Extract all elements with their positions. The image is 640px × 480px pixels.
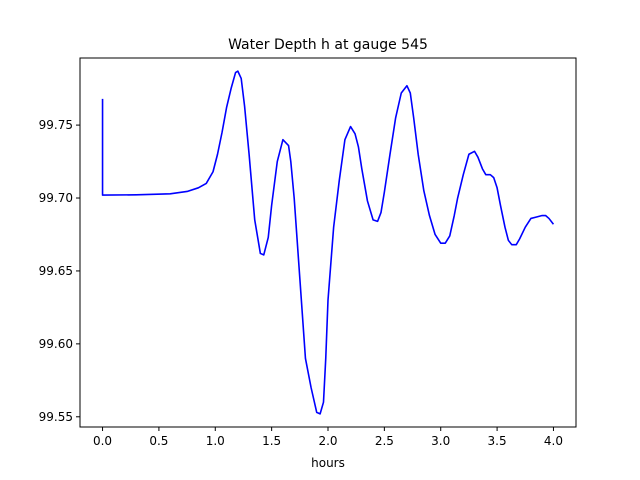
y-tick-label: 99.70 [39,191,73,205]
y-tick-label: 99.75 [39,118,73,132]
x-tick-label: 0.0 [93,434,112,448]
x-tick-label: 0.5 [149,434,168,448]
y-tick-label: 99.55 [39,410,73,424]
plot-area [101,70,555,415]
x-tick-label: 2.5 [375,434,394,448]
plot-frame [79,57,577,428]
x-tick-label: 4.0 [544,434,563,448]
series-line-0 [101,70,555,415]
y-tick-label: 99.60 [39,337,73,351]
x-axis-ticks: 0.0 0.5 1.0 1.5 2.0 2.5 3.0 3.5 4.0 [93,427,563,448]
y-tick-label: 99.65 [39,264,73,278]
y-axis-ticks: 99.55 99.60 99.65 99.70 99.75 [39,118,80,424]
x-tick-label: 3.5 [488,434,507,448]
x-tick-label: 3.0 [431,434,450,448]
chart-title: Water Depth h at gauge 545 [228,37,428,53]
x-tick-label: 1.0 [206,434,225,448]
x-axis-label: hours [311,456,345,470]
x-tick-label: 1.5 [262,434,281,448]
x-tick-label: 2.0 [318,434,337,448]
